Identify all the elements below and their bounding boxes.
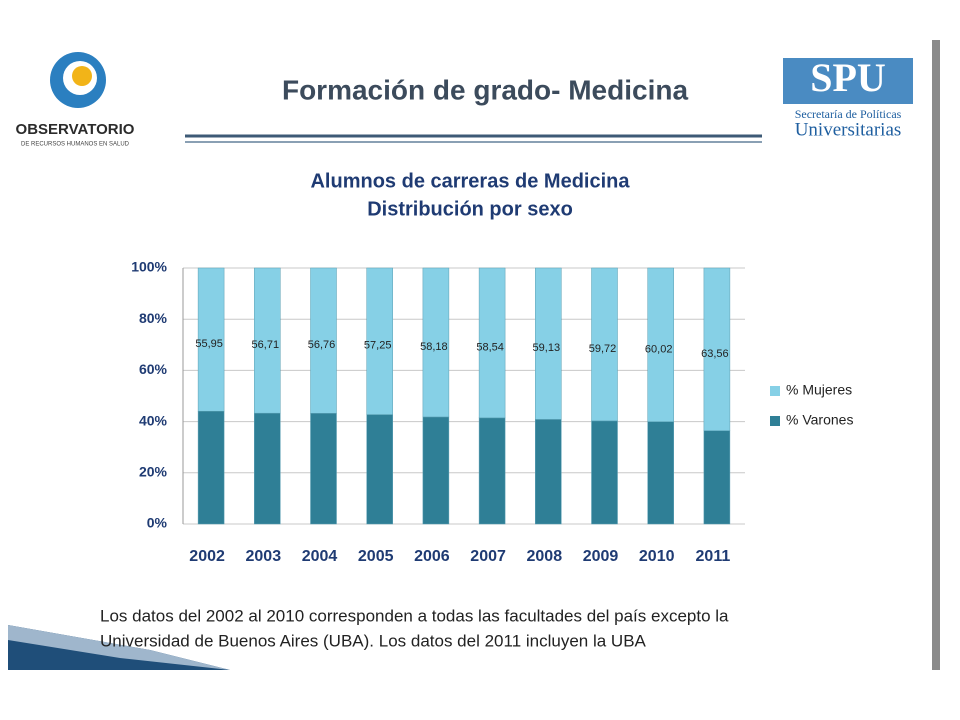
- y-tick-label: 40%: [139, 412, 168, 428]
- x-tick-label: 2002: [189, 548, 225, 565]
- y-tick-label: 80%: [139, 310, 168, 326]
- data-label: 57,25: [364, 340, 392, 352]
- logo-subtitle: DE RECURSOS HUMANOS EN SALUD: [21, 142, 130, 148]
- data-label: 55,95: [195, 338, 223, 350]
- data-label: 56,71: [252, 339, 280, 351]
- bar-segment: [197, 410, 225, 525]
- chart-subtitle: Distribución por sexo: [367, 198, 573, 220]
- bar-segment: [366, 267, 393, 415]
- bar-segment: [591, 267, 618, 422]
- footnote: Universidad de Buenos Aires (UBA). Los d…: [100, 631, 647, 650]
- legend-swatch: [770, 416, 780, 426]
- data-label: 58,54: [476, 341, 504, 353]
- y-tick-label: 60%: [139, 361, 168, 377]
- legend-swatch: [770, 386, 780, 396]
- bar-segment: [535, 419, 562, 525]
- side-bar: [932, 40, 940, 670]
- footnote: Los datos del 2002 al 2010 corresponden …: [100, 606, 729, 625]
- data-label: 58,18: [420, 341, 448, 353]
- bar-segment: [422, 416, 450, 525]
- x-tick-label: 2010: [639, 548, 675, 565]
- bar-segment: [310, 413, 337, 525]
- swoosh-light: [8, 625, 230, 670]
- x-tick-label: 2011: [696, 548, 731, 565]
- x-tick-label: 2006: [414, 548, 450, 565]
- legend-label: % Mujeres: [786, 382, 852, 398]
- bar-segment: [647, 421, 674, 525]
- x-tick-label: 2007: [470, 548, 506, 565]
- spu-line2: Universitarias: [795, 119, 902, 140]
- y-tick-label: 0%: [147, 515, 168, 531]
- spu-box: [783, 58, 913, 104]
- chart-title: Alumnos de carreras de Medicina: [310, 170, 630, 192]
- bar-segment: [478, 417, 506, 525]
- bar-segment: [591, 420, 618, 525]
- bar-segment: [197, 267, 225, 412]
- bar-segment: [703, 430, 731, 525]
- bar-segment: [703, 267, 731, 431]
- bar-segment: [647, 267, 674, 422]
- x-tick-label: 2005: [358, 548, 394, 565]
- bar-segment: [254, 267, 281, 414]
- x-tick-label: 2009: [583, 548, 619, 565]
- data-label: 59,13: [533, 342, 561, 354]
- logo-sun: [72, 66, 92, 86]
- bar-segment: [254, 412, 281, 525]
- data-label: 60,02: [645, 343, 673, 355]
- data-label: 56,76: [308, 339, 336, 351]
- x-tick-label: 2004: [302, 548, 338, 565]
- x-tick-label: 2003: [246, 548, 282, 565]
- bar-segment: [422, 267, 450, 418]
- bar-segment: [310, 267, 337, 414]
- bar-segment: [366, 414, 393, 525]
- spu-name: SPU: [810, 55, 886, 100]
- legend-label: % Varones: [786, 412, 853, 428]
- data-label: 63,56: [701, 348, 729, 360]
- y-tick-label: 20%: [139, 464, 168, 480]
- slide-title: Formación de grado- Medicina: [282, 74, 688, 105]
- data-label: 59,72: [589, 343, 617, 355]
- spu-line1: Secretaría de Políticas: [795, 107, 902, 121]
- x-tick-label: 2008: [527, 548, 563, 565]
- bar-segment: [535, 267, 562, 420]
- logo-name: OBSERVATORIO: [16, 121, 135, 138]
- bar-segment: [478, 267, 506, 419]
- y-tick-label: 100%: [131, 259, 167, 275]
